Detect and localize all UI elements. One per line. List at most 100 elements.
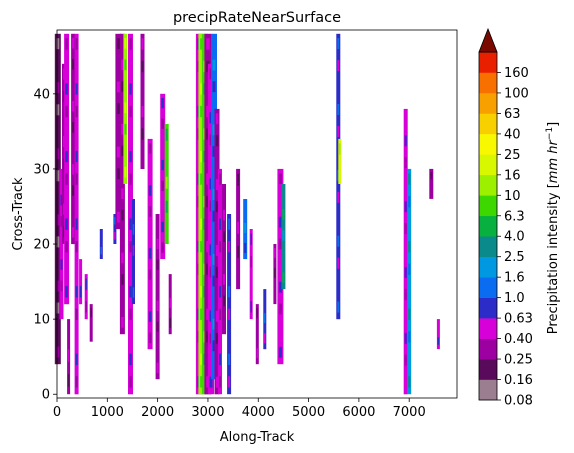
colorbar-tick-label: 40 [504,127,521,142]
precip-streak-segment [161,98,164,109]
precip-streak [128,33,133,395]
x-tick-label: 4000 [242,405,275,420]
precip-streak-segment [404,354,407,366]
precip-streak-segment [228,331,231,343]
precip-streak-segment [121,252,124,264]
precip-streak-segment [141,60,144,73]
precip-streak-segment [116,81,120,93]
precip-streak-segment [206,241,210,253]
precip-streak-segment [75,263,78,275]
precip-streak-segment [215,310,219,322]
precip-streak-segment [404,310,407,322]
precip-streak-segment [206,308,210,320]
precip-streak-segment [212,146,216,157]
precip-streak-segment [56,148,60,160]
precip-streak-segment [63,181,65,193]
precip-streak-segment [148,248,152,259]
y-tick-label: 30 [33,162,50,177]
precip-streak-segment [219,353,221,365]
precip-streak-segment [72,122,75,133]
colorbar-segment [479,174,497,196]
precip-streak-segment [129,376,132,388]
precip-streak-segment [215,113,219,125]
precip-streak-segment [215,266,219,278]
precip-streak [113,214,117,244]
colorbar-label-exp: −1 [545,127,555,140]
precip-streak-segment [165,200,168,213]
precip-streak-segment [206,38,210,50]
precip-streak-segment [215,288,219,300]
precip-streak-segment [56,258,60,270]
x-tick-label: 5000 [292,405,325,420]
colorbar-segment [479,277,497,298]
precip-streak-segment [141,38,144,50]
colorbar-tick-label: 1.6 [504,271,525,286]
colorbar-label-unit: mm hr [546,139,561,184]
precip-streak-segment [256,308,258,319]
precip-streak-segment [278,216,282,228]
precip-streak-segment [274,248,276,258]
precip-streak-segment [129,308,132,320]
precip-streak-segment [65,286,68,298]
colorbar-label: Precipitation intensity [mm hr−1] [545,122,561,334]
precip-streak [140,33,145,169]
precip-streak-segment [337,191,340,203]
chart-title: precipRateNearSurface [173,10,341,26]
precip-streak-segment [282,272,285,283]
precip-streak-segment [132,266,135,277]
precip-streak [338,138,342,184]
precip-streak-segment [339,165,341,178]
precip-streak-segment [165,176,168,189]
precip-streak-segment [404,245,407,256]
precip-streak-segment [404,179,407,191]
precip-streak-segment [244,223,247,233]
precip-streak-segment [124,38,127,49]
precip-streak [62,63,66,244]
precip-streak-segment [65,105,68,118]
colorbar-segment [479,236,497,258]
precip-streak-segment [75,308,78,320]
precip-streak [249,229,253,320]
precip-streak-segment [237,269,240,282]
colorbar-tick-label: 16 [504,168,521,183]
precip-streak-segment [237,221,240,234]
precip-streak-segment [121,274,124,285]
precip-streak-segment [404,113,407,125]
precip-streak-segment [223,209,225,221]
precip-streak-segment [56,38,60,50]
precip-streak [160,93,166,259]
precip-streak-segment [60,302,63,313]
precip-streak-segment [124,123,127,135]
precip-streak-segment [282,230,285,241]
precip-streak-segment [116,103,120,114]
precip-streak-segment [129,263,132,275]
precip-streak-segment [56,324,60,336]
precip-streak-segment [75,196,78,208]
precip-streak-segment [206,218,210,230]
precip-streak-segment [404,201,407,213]
precip-streak-segment [256,328,258,339]
precip-streak-segment [206,353,210,365]
colorbar-tick-label: 10 [504,189,521,204]
precip-streak-segment [129,331,132,343]
precip-streak-segment [237,173,240,186]
precip-streak-segment [56,104,60,116]
precip-streak [429,168,434,199]
precip-streak-segment [65,83,68,95]
precip-streak-segment [212,340,216,352]
precip-streak-segment [228,263,231,275]
precip-streak-segment [65,150,68,163]
precip-streak-segment [85,278,87,290]
precip-streak-segment [219,218,221,230]
precip-streak-segment [212,210,216,222]
precip-streak-segment [337,38,340,50]
precip-streak-segment [75,331,78,343]
precip-streak-segment [337,257,340,269]
colorbar-label-suffix: ] [546,122,561,127]
precip-streak-segment [212,232,216,244]
precip-streak-segment [60,194,63,206]
precip-streak-segment [404,157,407,169]
precip-streak-segment [228,376,231,388]
precip-streak-segment [141,83,144,95]
colorbar-segment [479,92,497,114]
